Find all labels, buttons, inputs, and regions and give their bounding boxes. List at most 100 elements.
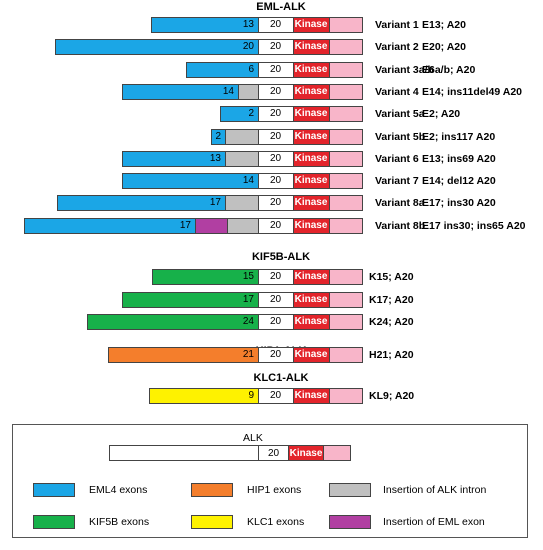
alk-intron-insertion [225, 150, 259, 167]
alk-tail-box [329, 128, 363, 145]
alk-tail-box [329, 269, 363, 285]
kinase-label: Kinase [294, 85, 328, 97]
alk-exon20-label: 20 [269, 63, 282, 75]
legend: ALK 20 Kinase EML4 exons HIP1 exons Insert… [12, 424, 528, 538]
partner-exon-number: 2 [215, 130, 221, 142]
partner-exon-number: 24 [242, 316, 254, 328]
variant-name: Variant 7 [375, 175, 419, 188]
variant-description: K15; A20 [369, 271, 414, 283]
legend-swatch-hip1 [191, 483, 233, 497]
variant-name: Variant 6 [375, 152, 419, 165]
legend-kinase-domain: Kinase [288, 445, 324, 461]
partner-exon-number: 17 [209, 197, 221, 209]
alk-tail-box [329, 195, 363, 212]
variant-description: H21; A20 [369, 349, 414, 361]
alk-tail-box [329, 83, 363, 100]
legend-alk-leader [109, 445, 259, 461]
alk-tail-box [329, 217, 363, 234]
variant-description: E20; A20 [422, 41, 466, 54]
legend-alk-label: ALK [243, 432, 263, 444]
alk-exon20-label: 20 [269, 293, 282, 305]
alk-exon20-label: 20 [269, 175, 282, 187]
partner-exon-number: 20 [242, 41, 254, 53]
variant-name: Variant 3a/b [375, 63, 434, 76]
kinase-label: Kinase [294, 349, 328, 360]
alk-exon20-label: 20 [269, 390, 282, 401]
partner-exon-number: 14 [222, 85, 234, 97]
kinase-label: Kinase [294, 41, 328, 53]
variant-name: Variant 8a [375, 197, 425, 210]
alk-exon20-label: 20 [269, 108, 282, 120]
partner-exon-number: 13 [242, 19, 254, 30]
variant-description: KL9; A20 [369, 390, 415, 402]
variant-description: E13; A20 [422, 19, 466, 31]
partner-exon-number: 13 [209, 152, 221, 164]
kinase-label: Kinase [294, 197, 328, 209]
legend-label-eml_insertion: Insertion of EML exon [383, 516, 485, 528]
kinase-label: Kinase [294, 63, 328, 75]
kinase-label: Kinase [294, 19, 328, 30]
legend-alk-tail [323, 445, 351, 461]
legend-label-kif5b: KIF5B exons [89, 516, 150, 528]
legend-swatch-eml4 [33, 483, 75, 497]
variant-description: E2; A20 [422, 108, 461, 121]
legend-swatch-kif5b [33, 515, 75, 529]
variant-description: E6a/b; A20 [422, 63, 476, 76]
alk-exon20-label: 20 [269, 85, 282, 97]
alk-exon20-label: 20 [269, 152, 282, 164]
variant-name: Variant 5b [375, 130, 426, 143]
alk-tail-box [329, 291, 363, 308]
alk-tail-box [329, 150, 363, 167]
legend-alk-exon20: 20 [258, 445, 289, 461]
legend-kinase-label: Kinase [289, 448, 323, 459]
variant-description: E14; ins11del49 A20 [422, 85, 523, 98]
alk-exon20-label: 20 [269, 130, 282, 142]
variant-name: Variant 5a [375, 108, 425, 121]
alk-tail-box [329, 347, 363, 363]
alk-tail-box [329, 173, 363, 190]
kinase-label: Kinase [294, 108, 328, 120]
legend-label-eml4: EML4 exons [89, 484, 148, 496]
partner-exon-number: 15 [242, 271, 254, 282]
variant-description: E2; ins117 A20 [422, 130, 496, 143]
alk-exon20-label: 20 [269, 271, 282, 282]
legend-swatch-eml_insertion [329, 515, 371, 529]
section-header: KIF5B-ALK [251, 251, 311, 263]
partner-exon-number: 17 [242, 293, 254, 305]
alk-intron-insertion [238, 83, 259, 100]
partner-exon-number: 17 [179, 219, 191, 231]
partner-exon-number: 6 [248, 63, 254, 75]
kinase-label: Kinase [294, 316, 328, 328]
alk-exon20-label: 20 [269, 349, 282, 360]
legend-swatch-alk_intron [329, 483, 371, 497]
variant-name: Variant 8b [375, 219, 426, 232]
alk-tail-box [329, 388, 363, 404]
kinase-label: Kinase [294, 271, 328, 282]
partner-exon-number: 14 [242, 175, 254, 187]
variant-name: Variant 1 [375, 19, 419, 31]
variant-name: Variant 4 [375, 85, 419, 98]
variant-description: E14; del12 A20 [422, 175, 496, 188]
variant-description: E17 ins30; ins65 A20 [422, 219, 526, 232]
variant-name: Variant 2 [375, 41, 419, 54]
kinase-label: Kinase [294, 175, 328, 187]
kinase-label: Kinase [294, 130, 328, 142]
section-header: EML-ALK [256, 1, 306, 13]
legend-swatch-klc1 [191, 515, 233, 529]
kinase-label: Kinase [294, 293, 328, 305]
variant-description: K17; A20 [369, 293, 414, 306]
alk-exon20-label: 20 [269, 197, 282, 209]
alk-exon20-label: 20 [269, 316, 282, 328]
legend-label-hip1: HIP1 exons [247, 484, 302, 496]
eml-exon-insertion [195, 217, 228, 234]
legend-label-alk_intron: Insertion of ALK intron [383, 484, 487, 496]
kinase-label: Kinase [294, 152, 328, 164]
alk-intron-insertion [227, 217, 259, 234]
alk-tail-box [329, 61, 363, 78]
legend-alk-exon20-label: 20 [267, 448, 280, 459]
alk-intron-insertion [225, 128, 259, 145]
alk-tail-box [329, 17, 363, 33]
partner-exon-number: 2 [248, 108, 254, 120]
legend-alk-bar: 20 Kinase [109, 445, 351, 461]
